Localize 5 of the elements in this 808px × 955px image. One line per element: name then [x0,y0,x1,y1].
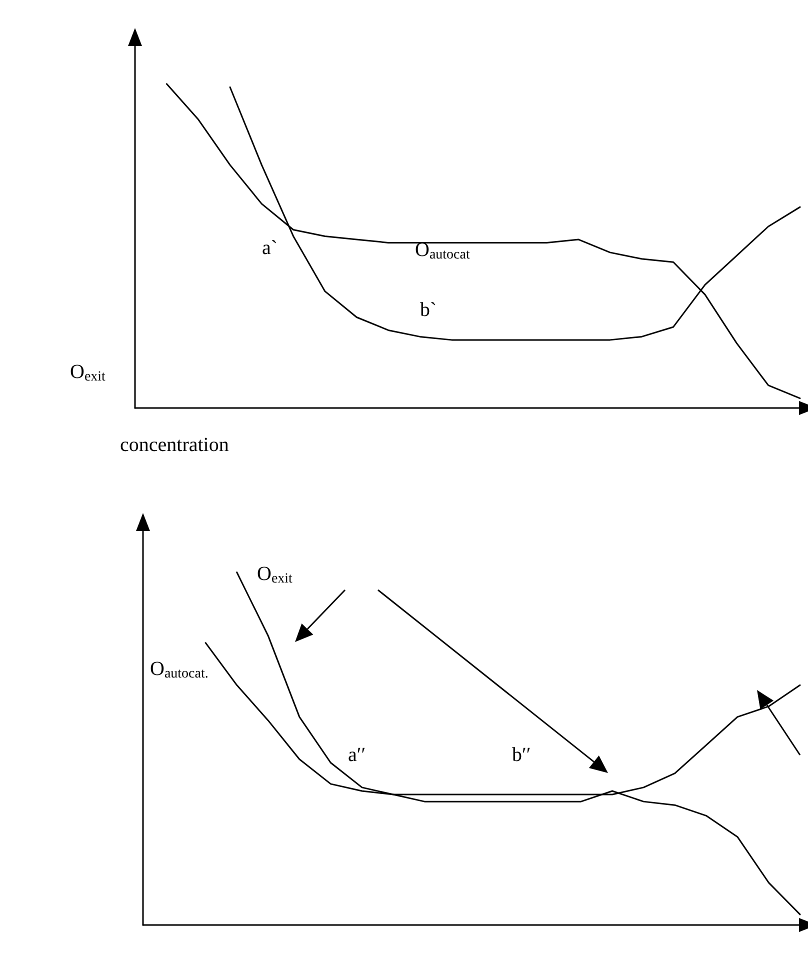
annotation: a` [262,237,278,259]
annotation: a′′ [348,744,366,766]
x-axis-title: concentration [120,434,229,456]
annotation: b′′ [512,744,531,766]
annotation: b` [420,299,437,321]
